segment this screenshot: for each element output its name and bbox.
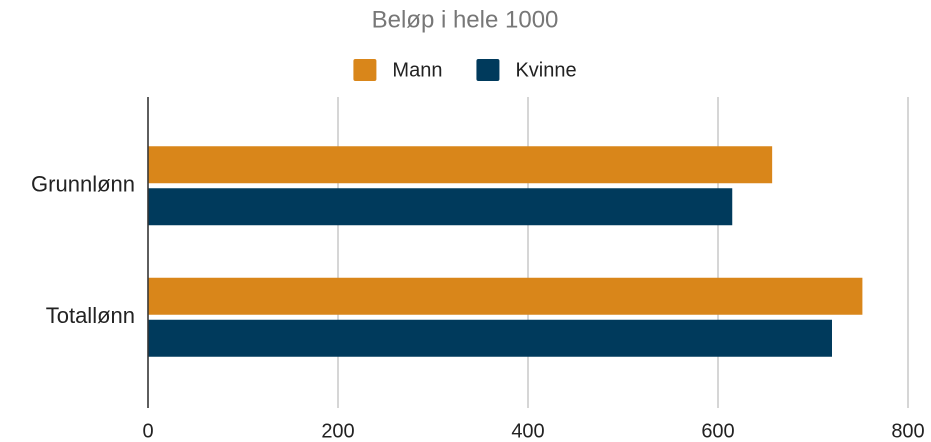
x-tick-label: 200	[321, 420, 354, 442]
bar	[148, 146, 773, 184]
legend-label: Mann	[392, 59, 442, 81]
y-tick-label: Totallønn	[46, 303, 135, 328]
legend-swatch	[476, 59, 500, 81]
legend-swatch	[353, 59, 377, 81]
x-tick-label: 0	[142, 420, 153, 442]
chart-title: Beløp i hele 1000	[372, 6, 559, 33]
bar	[148, 188, 733, 226]
x-tick-label: 600	[701, 420, 734, 442]
x-tick-label: 800	[891, 420, 924, 442]
legend-label: Kvinne	[515, 59, 576, 81]
bar	[148, 319, 832, 357]
x-tick-label: 400	[511, 420, 544, 442]
y-tick-label: Grunnlønn	[31, 172, 135, 197]
bar	[148, 277, 863, 315]
